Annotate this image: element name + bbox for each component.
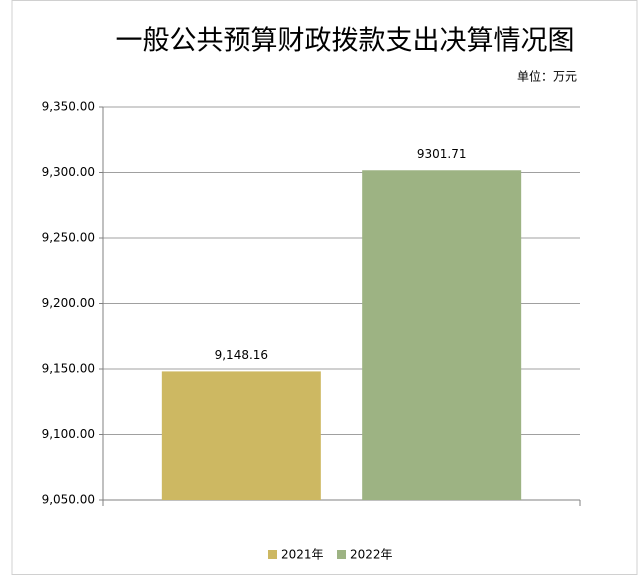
data-label: 9,148.16 bbox=[215, 348, 268, 362]
y-tick-label: 9,050.00 bbox=[42, 493, 95, 507]
legend-swatch bbox=[268, 550, 277, 559]
legend-label: 2022年 bbox=[350, 548, 393, 562]
data-label: 9301.71 bbox=[417, 147, 467, 161]
y-tick-label: 9,150.00 bbox=[42, 362, 95, 376]
bar bbox=[161, 371, 321, 500]
chart-frame bbox=[11, 0, 638, 575]
legend-swatch bbox=[337, 550, 346, 559]
y-tick-label: 9,200.00 bbox=[42, 296, 95, 310]
bar bbox=[362, 170, 522, 501]
y-tick-label: 9,300.00 bbox=[42, 165, 95, 179]
chart-subtitle: 单位：万元 bbox=[517, 69, 577, 84]
y-tick-label: 9,350.00 bbox=[42, 100, 95, 114]
y-tick-label: 9,250.00 bbox=[42, 231, 95, 245]
chart-title: 一般公共预算财政拨款支出决算情况图 bbox=[116, 26, 575, 57]
legend-label: 2021年 bbox=[281, 548, 324, 562]
y-tick-label: 9,100.00 bbox=[42, 427, 95, 441]
